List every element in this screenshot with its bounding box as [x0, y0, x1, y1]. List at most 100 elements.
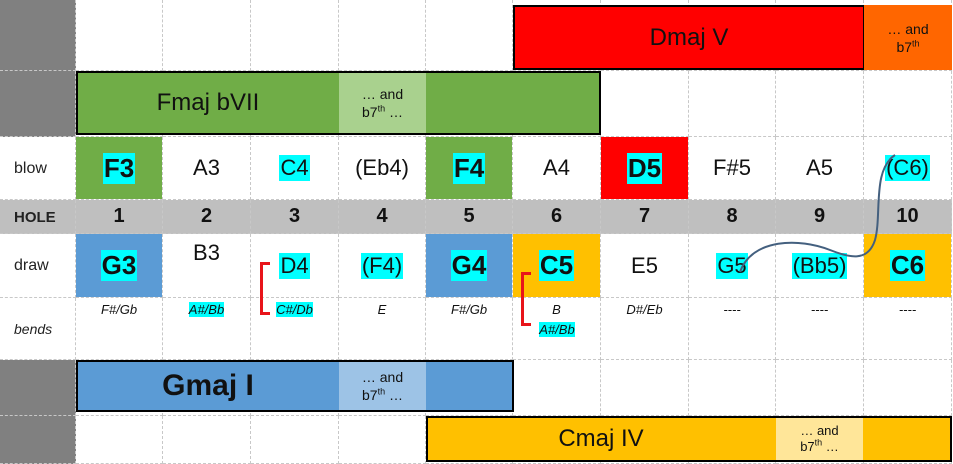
- label-column-row1: [0, 0, 76, 71]
- grid-cell: [864, 360, 952, 416]
- blow-note-9: A5: [806, 155, 833, 180]
- hole-note-2: 2: [200, 205, 213, 227]
- bend-text-5: F#/Gb: [450, 301, 488, 317]
- blow-note-8: F#5: [713, 155, 751, 180]
- grid-cell: [251, 200, 339, 234]
- row-label-hole: HOLE: [14, 208, 56, 226]
- hole-cell-4: 4: [339, 200, 425, 233]
- bend-cell-2: A#/Bb: [163, 300, 250, 318]
- hole-cell-5: 5: [426, 200, 512, 233]
- grid-cell: [339, 200, 426, 234]
- gmaj-chord-label-box: Gmaj I: [78, 362, 338, 410]
- gmaj-chord-label: Gmaj I: [162, 369, 254, 402]
- bend-cell-5: F#/Gb: [426, 300, 512, 318]
- draw-cell-3: D4: [251, 234, 338, 297]
- grid-cell: [339, 137, 426, 200]
- bend-bracket-hole3: [260, 262, 270, 315]
- bend-cell-7: D#/Eb: [601, 300, 688, 318]
- hole-note-10: 10: [896, 205, 919, 227]
- dmaj-ext-sup: th: [912, 37, 920, 48]
- grid-cell: [601, 360, 689, 416]
- fmaj-seventh-text: … and b7th …: [362, 85, 403, 121]
- row-label-blow: blow: [14, 159, 47, 177]
- gmaj-ext-sup: th: [377, 386, 386, 397]
- draw-note-9: (Bb5): [791, 252, 848, 279]
- dmaj-ext-line1: … and: [887, 20, 929, 37]
- draw-cell-6: C5: [513, 234, 600, 297]
- dmaj-ext-line2: b7: [896, 38, 913, 55]
- grid-cell: [251, 0, 339, 71]
- grid-cell: [426, 200, 513, 234]
- dmaj-seventh-cell: … and b7th: [864, 5, 952, 70]
- bend-cell-9: ----: [776, 300, 863, 318]
- draw-note-3: D4: [279, 252, 310, 279]
- blow-cell-5: F4: [426, 137, 512, 199]
- grid-cell: [339, 416, 426, 464]
- gmaj-seventh-cell: … and b7th …: [339, 362, 426, 410]
- blow-cell-8: F#5: [689, 137, 775, 199]
- grid-cell: [163, 234, 251, 298]
- fmaj-seventh-cell: … and b7th …: [339, 73, 426, 133]
- bends-label-cell: [0, 298, 76, 360]
- grid-cell: [163, 416, 251, 464]
- blow-cell-4: (Eb4): [339, 137, 425, 199]
- grid-cell: [776, 71, 864, 137]
- bend-text-1: F#/Gb: [100, 301, 138, 317]
- grid-cell: [76, 298, 163, 360]
- draw-note-10: C6: [889, 250, 926, 281]
- hole-note-9: 9: [813, 205, 826, 227]
- dmaj-chord-bar: Dmaj V: [513, 5, 865, 70]
- hole-cell-2: 2: [163, 200, 250, 233]
- blow-cell-3: C4: [251, 137, 338, 199]
- grid-cell: [864, 298, 952, 360]
- bend-extra-hole6: A#/Bb: [513, 318, 601, 340]
- row-label-draw: draw: [14, 257, 49, 274]
- grid-cell: [339, 298, 426, 360]
- draw-cell-9: (Bb5): [776, 234, 863, 297]
- hole-cell-7: 7: [601, 200, 688, 233]
- hole-cell-1: 1: [76, 200, 162, 233]
- grid-cell: [426, 0, 513, 71]
- blow-note-4: (Eb4): [355, 155, 409, 180]
- bend-text-9: ----: [810, 301, 829, 317]
- hole-label-cell: [0, 200, 76, 234]
- grid-cell: [864, 71, 952, 137]
- blow-note-3: C4: [279, 155, 310, 181]
- bend-cell-3: C#/Db: [251, 300, 338, 318]
- hole-note-4: 4: [376, 205, 388, 227]
- grid-cell: [601, 298, 689, 360]
- hole-cell-6: 6: [513, 200, 600, 233]
- hole-note-1: 1: [113, 205, 125, 227]
- cmaj-chord-label-box: Cmaj IV: [428, 418, 774, 460]
- fmaj-ext-sup: th: [377, 103, 386, 114]
- blow-cell-10: (C6): [864, 137, 951, 199]
- blow-note-1: F3: [102, 152, 136, 184]
- draw-cell-2: B3: [163, 234, 250, 297]
- blow-note-6: A4: [543, 155, 570, 180]
- cmaj-chord-bar: [426, 416, 952, 462]
- bend-text-3: C#/Db: [276, 301, 313, 317]
- hole-cell-8: 8: [689, 200, 775, 233]
- draw-cell-8: G5: [689, 234, 775, 297]
- grid-cell: [163, 137, 251, 200]
- fmaj-ext-line2: b7: [362, 104, 378, 120]
- bend-text-4: E: [377, 301, 387, 317]
- row-label-bends: bends: [14, 321, 53, 337]
- label-column-row2: [0, 71, 76, 137]
- bend-bracket-hole6: [521, 272, 531, 326]
- grid-cell: [513, 137, 601, 200]
- hole-note-6: 6: [550, 205, 563, 227]
- grid-cell: [776, 360, 864, 416]
- grid-cell: [163, 200, 251, 234]
- gmaj-ext-line3: …: [385, 387, 403, 403]
- bend-cell-8: ----: [689, 300, 775, 318]
- draw-label-cell: [0, 234, 76, 298]
- draw-note-1: G3: [100, 250, 138, 281]
- blow-note-10: (C6): [885, 155, 930, 181]
- label-column-row7: [0, 360, 76, 416]
- blow-label-cell: [0, 137, 76, 200]
- draw-cell-7: E5: [601, 234, 688, 297]
- cmaj-ext-line2: b7: [800, 439, 815, 454]
- blow-cell-9: A5: [776, 137, 863, 199]
- blow-note-2: A3: [193, 155, 220, 180]
